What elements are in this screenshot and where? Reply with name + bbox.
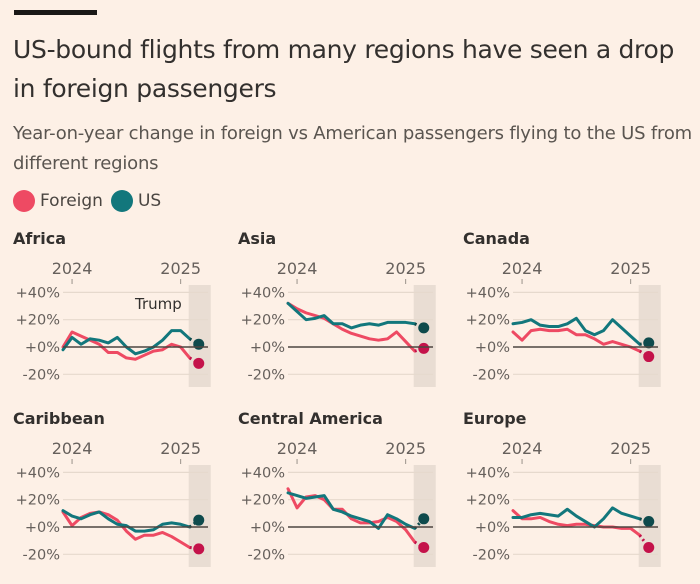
series-line-us <box>61 509 192 533</box>
y-tick-label: +0% <box>25 340 60 356</box>
series-dotted-segment-us <box>414 322 425 330</box>
x-tick-label: 2024 <box>502 259 543 278</box>
panel-europe: Europe 2024 2025 +40% +20% +0% -20% <box>463 409 661 567</box>
series-dotted-segment-foreign <box>414 346 425 353</box>
series-end-dot-us <box>418 513 430 525</box>
y-tick-label: +0% <box>25 520 60 536</box>
chart-subtitle: Year-on-year change in foreign vs Americ… <box>13 123 692 174</box>
y-tick-label: +0% <box>475 520 510 536</box>
y-tick-label: -20% <box>248 547 285 563</box>
y-tick-label: +0% <box>475 340 510 356</box>
series-end-dot-foreign <box>643 351 655 363</box>
series-end-dot-foreign <box>643 541 655 553</box>
y-tick-label: -20% <box>473 547 510 563</box>
series-line-foreign <box>286 301 417 353</box>
y-tick-label: +20% <box>16 493 60 509</box>
series-line-us <box>511 506 642 529</box>
legend: Foreign US <box>13 190 169 212</box>
x-tick-label: 2024 <box>502 439 543 458</box>
y-tick-label: +20% <box>16 313 60 329</box>
series-line-us <box>61 329 192 356</box>
x-tick-label: 2024 <box>277 439 318 458</box>
series-end-dot-us <box>418 322 430 334</box>
x-tick-label: 2025 <box>385 259 426 278</box>
y-tick-label: +40% <box>16 285 60 301</box>
y-tick-label: +20% <box>466 493 510 509</box>
y-tick-label: +0% <box>250 340 285 356</box>
x-tick-label: 2025 <box>610 439 651 458</box>
panel-africa: Africa 2024 2025 +40% +20% +0% -20% Trump <box>13 229 211 387</box>
x-tick-label: 2024 <box>52 259 93 278</box>
y-tick-label: -20% <box>473 367 510 383</box>
y-tick-label: +40% <box>241 285 285 301</box>
y-tick-label: +0% <box>250 520 285 536</box>
series-line-foreign <box>511 509 642 537</box>
y-tick-label: +20% <box>241 493 285 509</box>
series-dotted-segment-us <box>639 517 650 523</box>
legend-label-us: US <box>137 191 162 211</box>
legend-label-foreign: Foreign <box>40 191 103 211</box>
y-tick-label: -20% <box>23 547 60 563</box>
series-line-us <box>286 491 417 530</box>
series-line-foreign <box>61 330 192 361</box>
y-tick-label: +20% <box>241 313 285 329</box>
panel-title: Africa <box>13 229 66 248</box>
legend-item-us: US <box>110 190 162 212</box>
x-tick-label: 2024 <box>52 439 93 458</box>
series-line-us <box>286 301 417 330</box>
panel-title: Caribbean <box>13 409 105 428</box>
panel-title: Europe <box>463 409 527 428</box>
shaded-period <box>188 285 211 387</box>
series-end-dot-foreign <box>418 541 430 553</box>
legend-swatch-foreign <box>13 190 35 212</box>
x-tick-label: 2025 <box>160 439 201 458</box>
series-line-foreign <box>511 327 642 353</box>
series-line-us <box>511 316 642 346</box>
panel-title: Central America <box>238 409 383 428</box>
y-tick-label: +40% <box>16 465 60 481</box>
series-end-dot-foreign <box>418 342 430 354</box>
legend-item-foreign: Foreign <box>13 190 103 212</box>
y-tick-label: +40% <box>466 285 510 301</box>
y-tick-label: -20% <box>248 367 285 383</box>
series-end-dot-us <box>193 514 205 526</box>
panel-caribbean: Caribbean 2024 2025 +40% +20% +0% -20% <box>13 409 211 567</box>
series-dotted-segment-foreign <box>189 545 199 551</box>
x-tick-label: 2025 <box>610 259 651 278</box>
shaded-period <box>638 465 661 567</box>
series-end-dot-foreign <box>193 543 205 555</box>
panel-title: Asia <box>238 229 276 248</box>
series-end-dot-us <box>193 338 205 350</box>
annotation-trump: Trump <box>134 295 182 313</box>
x-tick-label: 2025 <box>160 259 201 278</box>
x-tick-label: 2024 <box>277 259 318 278</box>
shaded-period <box>413 285 436 387</box>
chart-title: US-bound flights from many regions have … <box>13 35 675 103</box>
series-end-dot-foreign <box>193 357 205 369</box>
x-tick-label: 2025 <box>385 439 426 458</box>
panel-title: Canada <box>463 229 530 248</box>
y-tick-label: +40% <box>466 465 510 481</box>
brand-top-bar <box>14 10 97 15</box>
y-tick-label: +20% <box>466 313 510 329</box>
shaded-period <box>638 285 661 387</box>
y-tick-label: +40% <box>241 465 285 481</box>
panel-central-america: Central America 2024 2025 +40% +20% +0% -20% <box>238 409 436 567</box>
panel-canada: Canada 2024 2025 +40% +20% +0% -20% <box>463 229 661 387</box>
series-dotted-segment-us <box>639 341 649 346</box>
series-dotted-segment-us <box>188 518 200 529</box>
y-tick-label: -20% <box>23 367 60 383</box>
legend-swatch-us <box>110 190 133 212</box>
series-end-dot-us <box>643 337 655 349</box>
series-end-dot-us <box>643 516 655 528</box>
